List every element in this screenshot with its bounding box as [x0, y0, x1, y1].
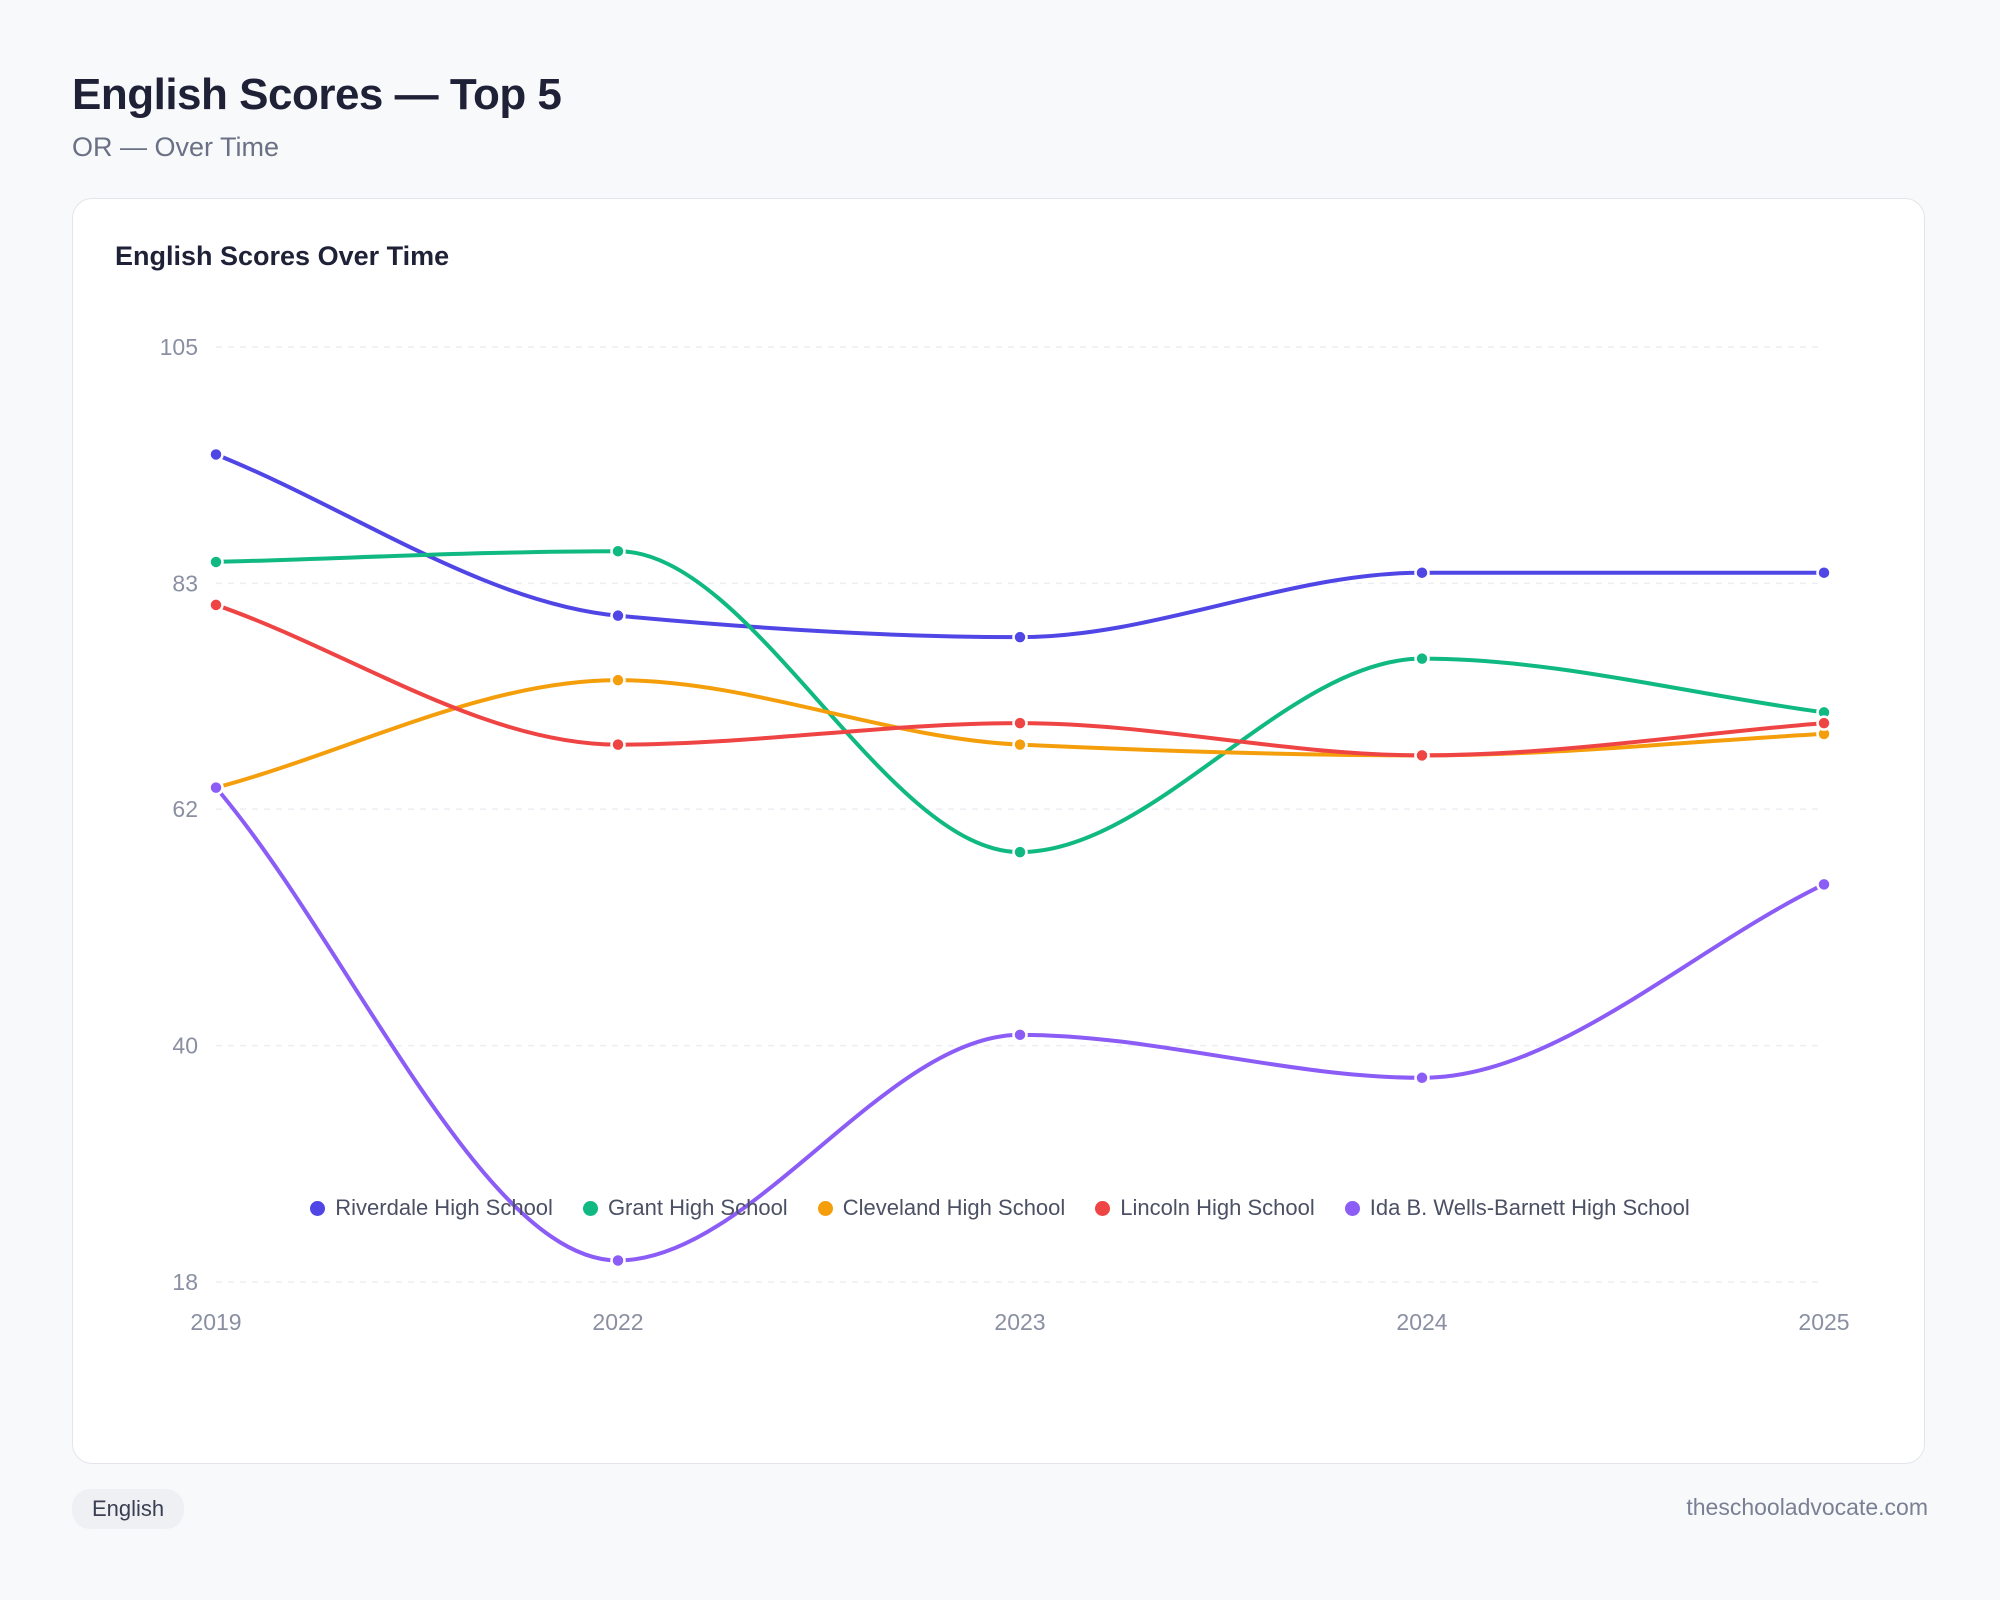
x-tick-label: 2024 — [1396, 1309, 1447, 1335]
data-point[interactable] — [208, 554, 224, 570]
series-line — [214, 678, 1826, 790]
series-line — [214, 785, 1826, 1263]
page-subtitle: OR — Over Time — [72, 132, 280, 162]
data-point[interactable] — [1816, 715, 1832, 731]
data-point[interactable] — [1012, 715, 1028, 731]
data-point[interactable] — [1012, 1027, 1028, 1043]
x-axis-ticks: 2019 2022 2023 2024 2025 — [190, 1309, 1849, 1335]
site-attribution[interactable]: theschooladvocate.com — [1686, 1494, 1928, 1520]
y-tick-label: 18 — [172, 1269, 198, 1295]
x-tick-label: 2023 — [994, 1309, 1045, 1335]
series-line — [214, 602, 1826, 758]
data-point[interactable] — [1414, 650, 1430, 667]
x-tick-label: 2025 — [1798, 1309, 1849, 1335]
legend-dot-icon — [817, 1200, 833, 1216]
legend-label: Riverdale High School — [335, 1195, 553, 1220]
data-point[interactable] — [1012, 844, 1028, 860]
data-point[interactable] — [208, 446, 224, 463]
chart-legend: Riverdale High School Grant High School Cl… — [0, 1195, 2000, 1221]
x-tick-label: 2019 — [190, 1309, 241, 1335]
data-point[interactable] — [1012, 629, 1028, 645]
data-point[interactable] — [1414, 564, 1430, 581]
data-point[interactable] — [610, 543, 626, 559]
data-point[interactable] — [610, 607, 626, 624]
legend-item[interactable]: Cleveland High School — [817, 1195, 1066, 1221]
data-point[interactable] — [208, 779, 224, 796]
legend-item[interactable]: Grant High School — [582, 1195, 788, 1221]
data-point[interactable] — [1414, 1070, 1430, 1086]
legend-label: Cleveland High School — [842, 1195, 1066, 1220]
y-tick-label: 40 — [172, 1033, 198, 1059]
data-point[interactable] — [1816, 876, 1832, 893]
series-line — [214, 452, 1826, 640]
chart-card: English Scores Over Time — [72, 198, 1925, 1464]
legend-dot-icon — [1344, 1200, 1360, 1216]
data-point[interactable] — [610, 736, 626, 753]
data-point[interactable] — [1012, 736, 1028, 753]
legend-label: Ida B. Wells-Barnett High School — [1369, 1195, 1690, 1220]
legend-item[interactable]: Ida B. Wells-Barnett High School — [1344, 1195, 1690, 1221]
grid-lines — [216, 346, 1824, 1283]
data-point[interactable] — [610, 1252, 626, 1269]
y-tick-label: 62 — [172, 796, 198, 822]
subject-tag[interactable]: English — [72, 1489, 185, 1529]
legend-dot-icon — [1095, 1200, 1111, 1216]
data-point[interactable] — [610, 672, 626, 688]
x-tick-label: 2022 — [592, 1309, 643, 1335]
series-line — [214, 549, 1826, 855]
data-point[interactable] — [1816, 564, 1832, 581]
legend-dot-icon — [310, 1200, 326, 1216]
y-tick-label: 83 — [172, 570, 198, 596]
y-axis-ticks: 105 83 62 40 18 — [160, 334, 198, 1295]
legend-label: Lincoln High School — [1120, 1195, 1315, 1220]
y-tick-label: 105 — [160, 334, 198, 360]
page-title: English Scores — Top 5 — [72, 70, 562, 119]
legend-label: Grant High School — [607, 1195, 788, 1220]
chart-title: English Scores Over Time — [115, 241, 450, 271]
legend-dot-icon — [582, 1200, 598, 1216]
legend-item[interactable]: Riverdale High School — [310, 1195, 553, 1221]
series-points — [208, 446, 1832, 1269]
data-point[interactable] — [208, 597, 224, 613]
legend-item[interactable]: Lincoln High School — [1095, 1195, 1315, 1221]
data-point[interactable] — [1414, 747, 1430, 764]
